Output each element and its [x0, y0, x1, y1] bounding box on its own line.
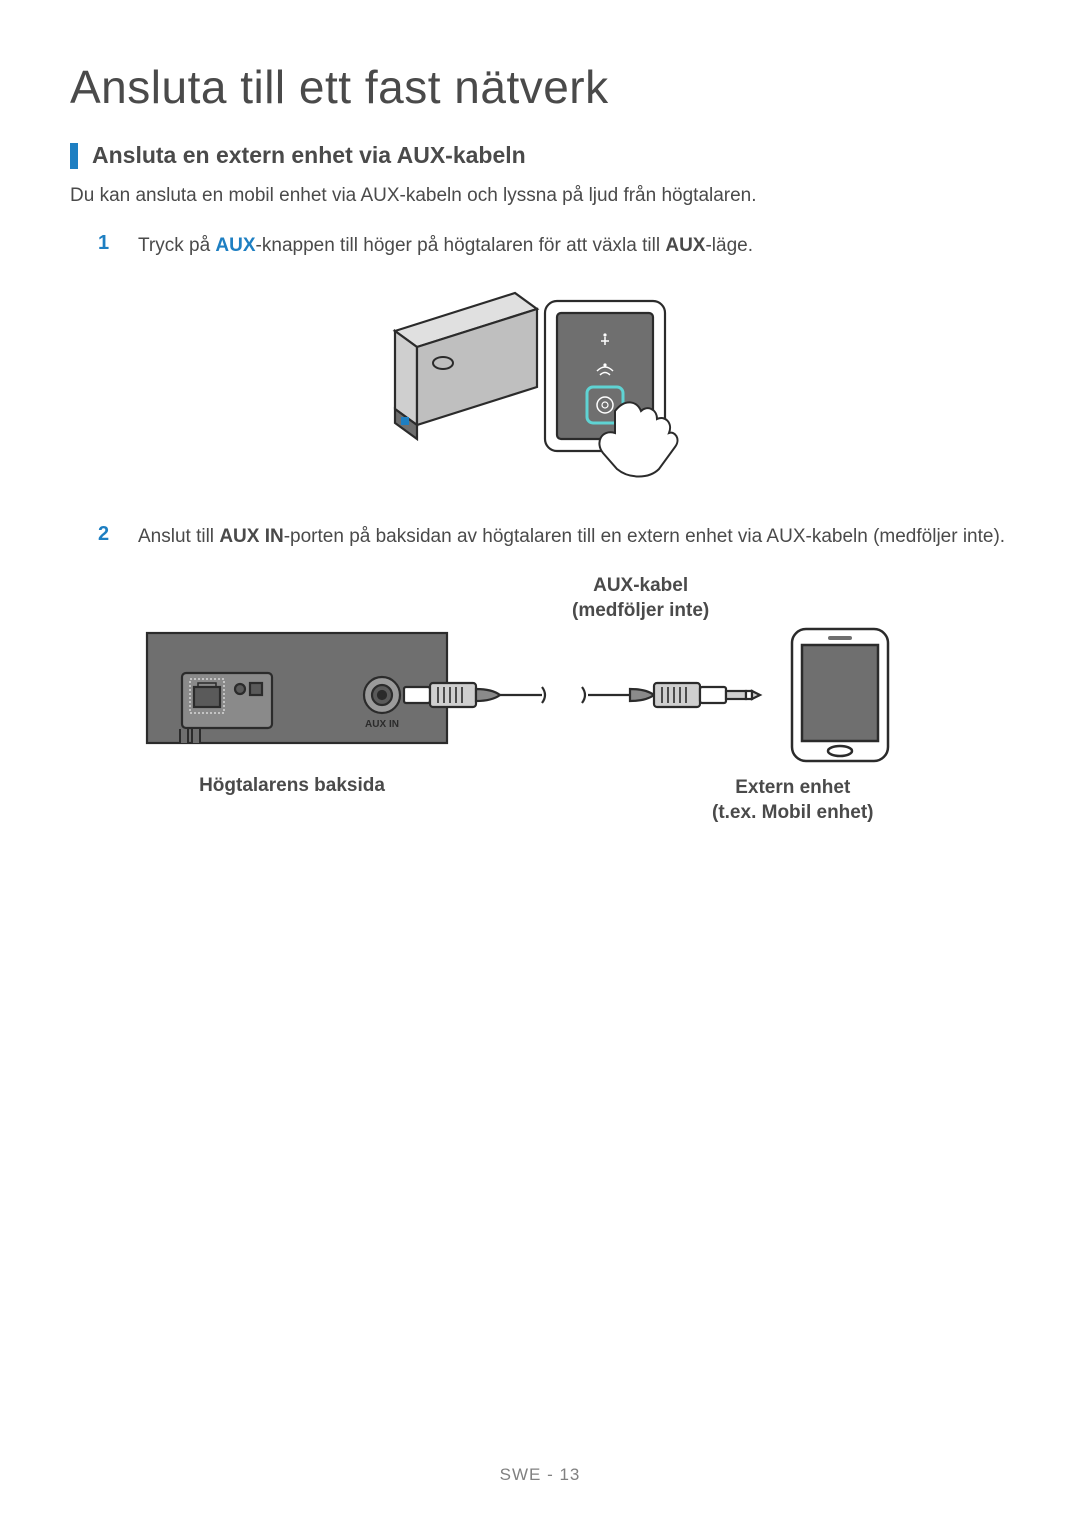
figure-aux-connection: AUX-kabel (medföljer inte) — [142, 575, 1010, 826]
step-1-mid: -knappen till höger på högtalaren för at… — [256, 235, 666, 256]
step-2: 2 Anslut till AUX IN-porten på baksidan … — [70, 523, 1010, 551]
auxin-port-label: AUX IN — [365, 719, 399, 730]
step-2-pre: Anslut till — [138, 526, 219, 547]
step-1-pre: Tryck på — [138, 235, 215, 256]
cable-label: AUX-kabel (medföljer inte) — [572, 573, 709, 624]
section-heading-text: Ansluta en extern enhet via AUX-kabeln — [92, 142, 526, 169]
speaker-back-label: Högtalarens baksida — [142, 775, 442, 826]
step-2-number: 2 — [98, 523, 138, 551]
figure-speaker-button — [70, 283, 1010, 483]
step-1-aux-bold: AUX — [665, 235, 705, 256]
step-1-post: -läge. — [705, 235, 753, 256]
figure1-svg — [365, 283, 715, 483]
cable-label-line2: (medföljer inte) — [572, 600, 709, 621]
figure2-labels: Högtalarens baksida Extern enhet (t.ex. … — [142, 775, 1010, 826]
step-2-text: Anslut till AUX IN-porten på baksidan av… — [138, 523, 1005, 551]
step-1-number: 1 — [98, 232, 138, 260]
section-accent-bar — [70, 143, 78, 169]
external-label-line1: Extern enhet — [735, 777, 850, 798]
external-label-line2: (t.ex. Mobil enhet) — [712, 802, 874, 823]
step-1-aux-highlight: AUX — [215, 235, 255, 256]
step-2-post: -porten på baksidan av högtalaren till e… — [284, 526, 1005, 547]
external-device-label: Extern enhet (t.ex. Mobil enhet) — [712, 775, 874, 826]
intro-paragraph: Du kan ansluta en mobil enhet via AUX-ka… — [70, 183, 1010, 210]
step-1-text: Tryck på AUX-knappen till höger på högta… — [138, 232, 753, 260]
step-2-auxin-bold: AUX IN — [219, 526, 283, 547]
page-title: Ansluta till ett fast nätverk — [70, 60, 1010, 114]
section-heading: Ansluta en extern enhet via AUX-kabeln — [70, 142, 1010, 169]
step-1: 1 Tryck på AUX-knappen till höger på hög… — [70, 232, 1010, 260]
figure2-svg: AUX IN — [142, 625, 962, 765]
cable-label-line1: AUX-kabel — [593, 575, 688, 596]
page-footer: SWE - 13 — [0, 1465, 1080, 1485]
